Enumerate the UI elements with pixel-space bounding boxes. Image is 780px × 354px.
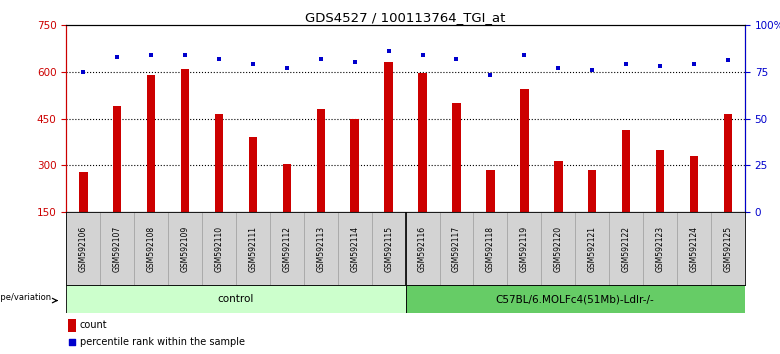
Text: percentile rank within the sample: percentile rank within the sample (80, 337, 245, 347)
Text: GSM592115: GSM592115 (384, 225, 393, 272)
Bar (554, 161, 562, 212)
Bar (541, 212, 576, 285)
Point (66, 339, 78, 344)
Text: GSM592108: GSM592108 (147, 225, 156, 272)
Bar (101, 212, 134, 285)
Point (382, 48, 395, 54)
Point (213, 56, 225, 61)
Text: GSM592107: GSM592107 (112, 225, 122, 272)
Text: GSM592112: GSM592112 (282, 226, 292, 272)
Bar (202, 212, 236, 285)
Bar (418, 73, 427, 212)
Bar (406, 212, 440, 285)
Bar (588, 170, 597, 212)
Text: GSM592106: GSM592106 (79, 225, 88, 272)
Point (586, 67, 598, 73)
Text: genotype/variation: genotype/variation (0, 293, 51, 302)
Bar (486, 170, 495, 212)
Text: GSM592113: GSM592113 (316, 225, 325, 272)
Text: GSM592118: GSM592118 (486, 226, 495, 272)
Bar (690, 156, 698, 212)
Bar (249, 137, 257, 212)
Bar (304, 212, 338, 285)
Text: GSM592125: GSM592125 (723, 225, 732, 272)
Bar (113, 106, 122, 212)
Text: GSM592124: GSM592124 (690, 225, 699, 272)
Bar (656, 150, 665, 212)
Text: GSM592114: GSM592114 (350, 225, 360, 272)
Bar (371, 212, 406, 285)
Bar (609, 212, 643, 285)
Point (179, 52, 191, 58)
Text: GSM592109: GSM592109 (180, 225, 190, 272)
Point (484, 73, 497, 78)
Bar (576, 212, 609, 285)
Point (349, 59, 361, 65)
Point (688, 61, 700, 67)
Text: control: control (218, 294, 254, 304)
Point (417, 52, 429, 58)
Text: GSM592120: GSM592120 (554, 225, 563, 272)
Bar (507, 212, 541, 285)
Bar (520, 89, 529, 212)
Title: GDS4527 / 100113764_TGI_at: GDS4527 / 100113764_TGI_at (306, 11, 505, 24)
Point (314, 56, 327, 61)
Bar (317, 109, 325, 212)
Point (518, 52, 530, 58)
Bar (147, 75, 155, 212)
Text: count: count (80, 320, 108, 330)
Point (111, 54, 123, 59)
Bar (338, 212, 372, 285)
Bar (236, 212, 270, 285)
Point (145, 52, 158, 58)
Text: GSM592116: GSM592116 (418, 225, 427, 272)
Text: GSM592117: GSM592117 (452, 225, 461, 272)
Bar (406, 285, 745, 313)
Text: C57BL/6.MOLFc4(51Mb)-Ldlr-/-: C57BL/6.MOLFc4(51Mb)-Ldlr-/- (496, 294, 654, 304)
Bar (79, 172, 87, 212)
Bar (440, 212, 473, 285)
Bar (677, 212, 711, 285)
Bar (270, 212, 304, 285)
Text: GSM592122: GSM592122 (622, 226, 631, 272)
Bar (66, 285, 406, 313)
Point (654, 63, 666, 69)
Text: GSM592123: GSM592123 (655, 225, 665, 272)
Bar (66, 212, 101, 285)
Bar (724, 114, 732, 212)
Bar (452, 103, 461, 212)
Bar (473, 212, 508, 285)
Text: GSM592119: GSM592119 (519, 225, 529, 272)
Bar (711, 212, 745, 285)
Bar (622, 130, 630, 212)
Bar (643, 212, 677, 285)
Point (246, 61, 259, 67)
Text: GSM592121: GSM592121 (587, 226, 597, 272)
Bar (350, 119, 359, 212)
Bar (134, 212, 168, 285)
Point (722, 58, 734, 63)
Text: GSM592111: GSM592111 (248, 226, 257, 272)
Point (77, 69, 90, 74)
Bar (68, 319, 76, 332)
Bar (168, 212, 202, 285)
Bar (181, 69, 190, 212)
Text: GSM592110: GSM592110 (215, 225, 224, 272)
Point (552, 65, 565, 71)
Bar (215, 114, 223, 212)
Bar (282, 164, 291, 212)
Point (450, 56, 463, 61)
Bar (385, 62, 393, 212)
Point (281, 65, 293, 71)
Point (620, 61, 633, 67)
